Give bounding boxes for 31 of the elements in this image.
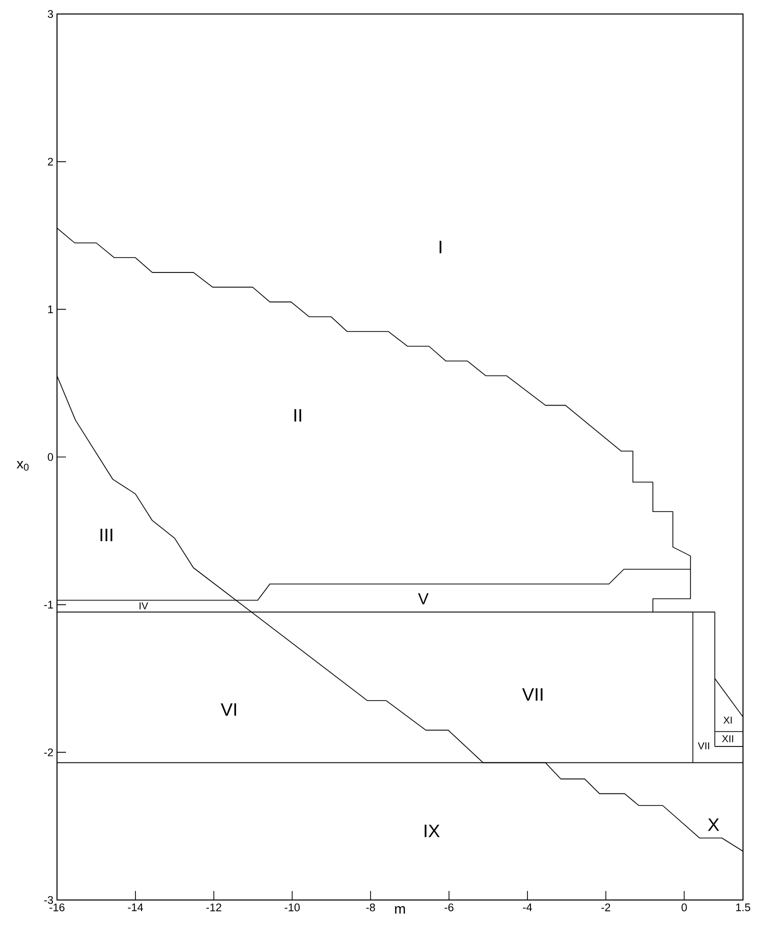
annotation: VI — [220, 703, 236, 716]
annotation: IV — [140, 602, 148, 610]
x-axis-title: m — [395, 906, 405, 914]
y-axis-title: x$_{0}$ — [16, 461, 29, 471]
annotation: VII — [698, 742, 710, 750]
y-tick-label: 1 — [48, 306, 53, 314]
y-tick-label: -1 — [44, 600, 53, 608]
annotation: IX — [424, 824, 440, 838]
annotation: I — [440, 240, 442, 254]
x-tick-label: -14 — [128, 904, 144, 912]
x-tick-label: -6 — [444, 904, 454, 912]
annotation: XII — [722, 735, 734, 742]
x-tick-label: -2 — [601, 904, 610, 912]
y-tick-label: -2 — [44, 748, 53, 756]
x-tick-label: -8 — [366, 904, 376, 912]
x-tick-label: -16 — [50, 904, 64, 912]
y-tick-label: 2 — [48, 158, 53, 166]
annotation: V — [418, 593, 429, 604]
x-tick-label: 1.5 — [736, 904, 750, 912]
y-tick-label: 0 — [48, 453, 54, 461]
annotation: III — [100, 528, 112, 542]
annotation: VII — [522, 688, 542, 701]
x-tick-label: -4 — [523, 904, 532, 912]
x-tick-label: -12 — [206, 904, 222, 912]
y-tick-label: 3 — [48, 10, 54, 18]
annotation: XI — [723, 716, 732, 724]
x-tick-label: 0 — [682, 904, 687, 912]
annotation: II — [294, 409, 302, 422]
annotation: X — [708, 818, 720, 831]
y-tick-label: -3 — [44, 896, 54, 904]
x-tick-label: -10 — [284, 904, 300, 912]
